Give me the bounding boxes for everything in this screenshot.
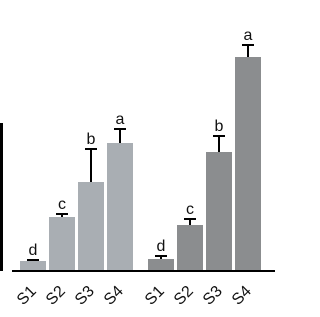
significance-letter: b	[87, 131, 96, 148]
x-tick-label: S2	[43, 283, 69, 309]
significance-letter: a	[116, 111, 125, 128]
bar	[235, 57, 261, 270]
x-tick-label: S4	[101, 283, 127, 309]
x-tick-label: S1	[14, 283, 40, 309]
significance-letter: b	[215, 118, 224, 135]
bar	[177, 225, 203, 270]
bar	[107, 143, 133, 270]
x-tick-label: S4	[229, 283, 255, 309]
significance-letter: a	[244, 27, 253, 44]
significance-letter: d	[29, 242, 38, 259]
significance-letter: c	[186, 201, 194, 218]
bar	[20, 261, 46, 270]
x-tick-label: S1	[142, 283, 168, 309]
bar	[148, 259, 174, 270]
x-tick-label: S3	[200, 283, 226, 309]
x-tick-label: S2	[171, 283, 197, 309]
bar	[49, 217, 75, 270]
significance-letter: d	[157, 238, 166, 255]
bar	[78, 182, 104, 270]
x-tick-label: S3	[72, 283, 98, 309]
bar	[206, 152, 232, 270]
significance-letter: c	[58, 196, 66, 213]
